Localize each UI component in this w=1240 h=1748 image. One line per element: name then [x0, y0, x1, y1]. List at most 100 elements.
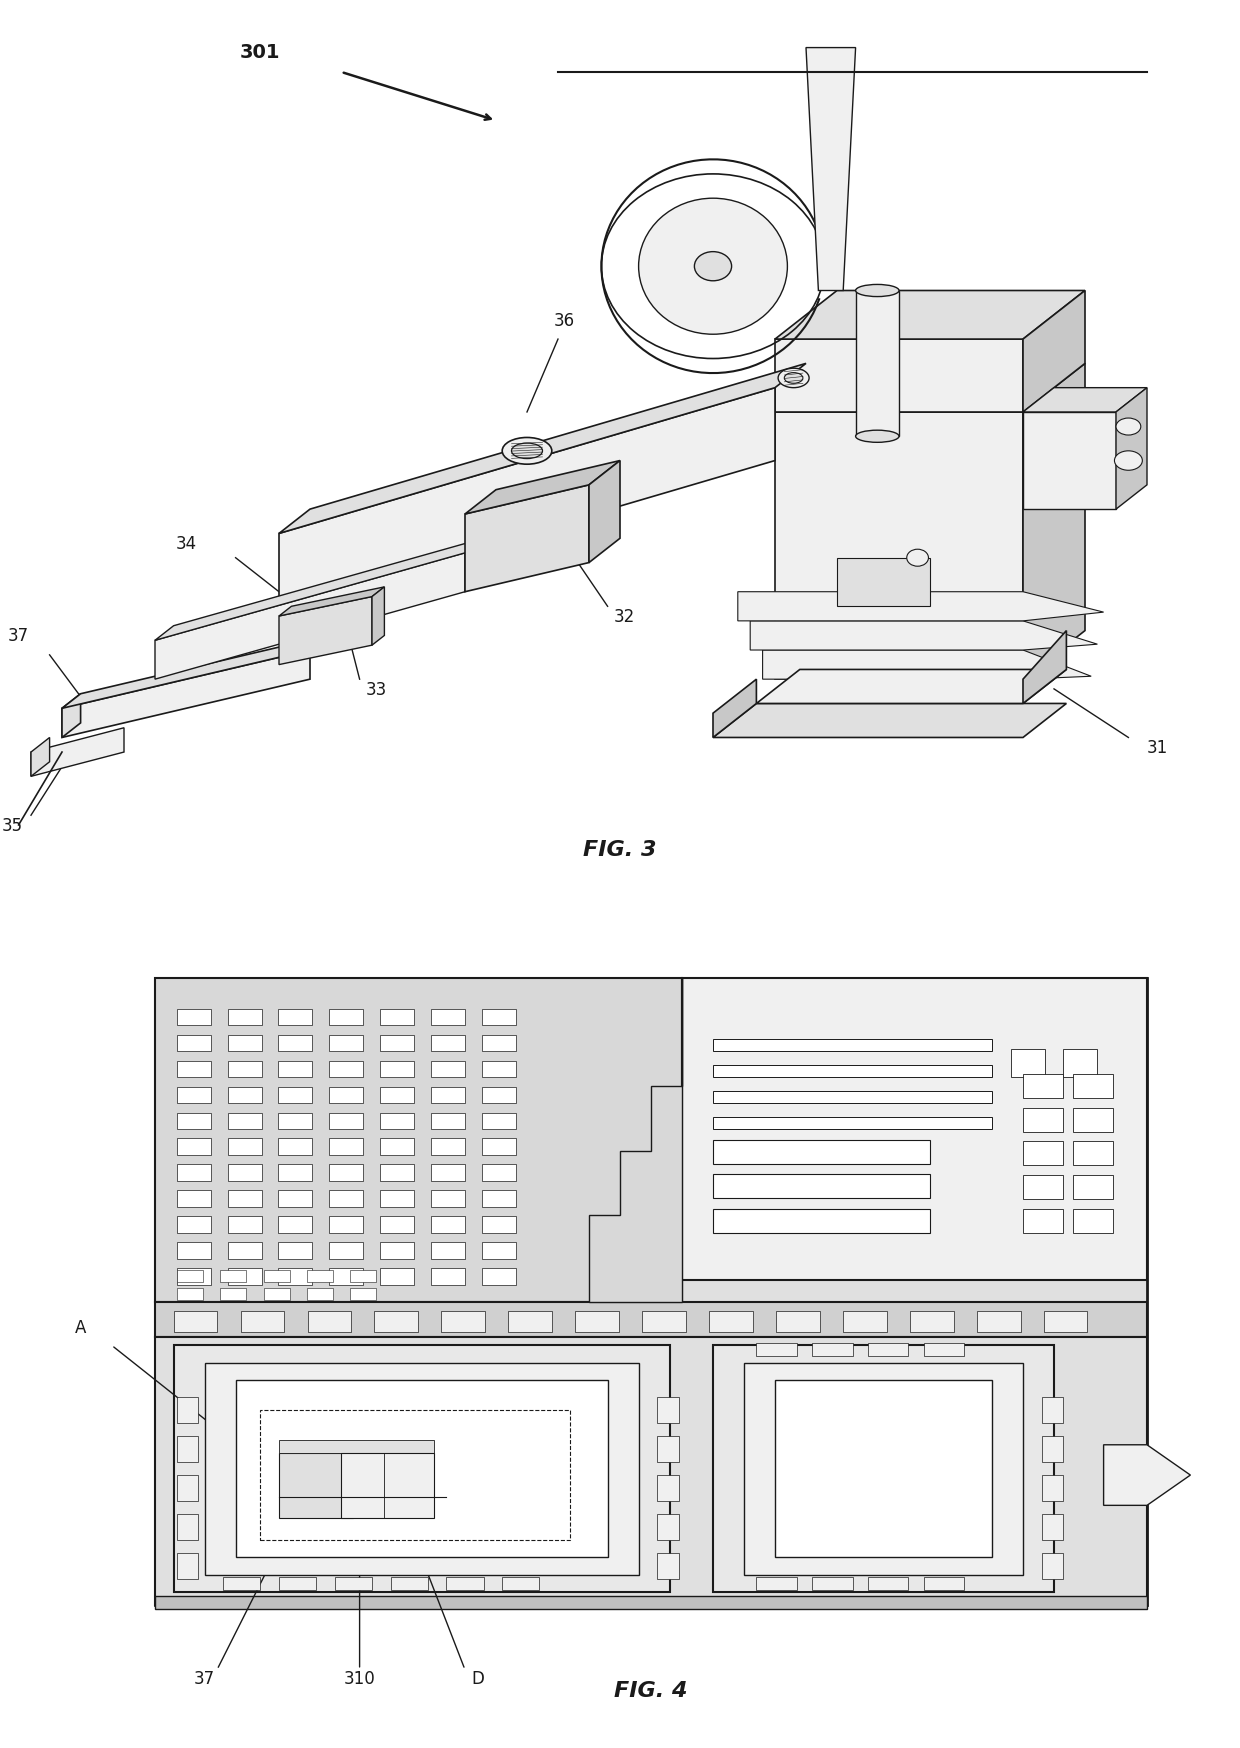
Bar — [330, 1138, 363, 1155]
Bar — [481, 1164, 516, 1182]
Bar — [177, 1552, 198, 1578]
Bar — [278, 1087, 312, 1103]
Bar — [432, 1269, 465, 1285]
Bar — [241, 1311, 284, 1332]
Polygon shape — [775, 364, 1085, 413]
Polygon shape — [1023, 631, 1066, 704]
Bar — [228, 1269, 262, 1285]
Bar — [432, 1087, 465, 1103]
Bar — [481, 1035, 516, 1052]
Bar — [177, 1217, 211, 1232]
Bar — [330, 1269, 363, 1285]
Bar — [1073, 1210, 1114, 1232]
Bar — [502, 1577, 539, 1591]
Text: 301: 301 — [241, 44, 280, 63]
Bar — [713, 1040, 992, 1052]
Bar — [236, 1381, 608, 1557]
Bar — [228, 1113, 262, 1129]
Bar — [279, 1440, 434, 1454]
Bar — [279, 1454, 353, 1519]
Bar — [177, 1009, 211, 1026]
Bar — [177, 1087, 211, 1103]
Bar — [330, 1217, 363, 1232]
Bar — [228, 1035, 262, 1052]
Bar — [481, 1113, 516, 1129]
Text: 35: 35 — [1, 816, 24, 834]
Bar — [177, 1061, 211, 1077]
Ellipse shape — [856, 432, 899, 442]
Bar — [177, 1514, 198, 1540]
Bar — [1011, 1049, 1044, 1077]
Bar — [1023, 1210, 1063, 1232]
Bar — [713, 1065, 992, 1077]
Polygon shape — [279, 388, 775, 607]
Bar — [177, 1397, 198, 1423]
Bar — [177, 1269, 203, 1281]
Text: 37: 37 — [7, 628, 30, 645]
Bar — [843, 1311, 887, 1332]
Text: FIG. 4: FIG. 4 — [614, 1680, 688, 1701]
Bar — [278, 1061, 312, 1077]
Polygon shape — [62, 650, 310, 738]
Bar — [756, 1577, 797, 1591]
Bar — [481, 1138, 516, 1155]
Polygon shape — [1116, 388, 1147, 510]
Polygon shape — [62, 694, 81, 738]
Bar — [341, 1454, 434, 1519]
Bar — [1042, 1514, 1064, 1540]
Bar — [657, 1397, 678, 1423]
Bar — [481, 1061, 516, 1077]
Bar — [508, 1311, 552, 1332]
Bar — [155, 1596, 1147, 1610]
Bar — [228, 1243, 262, 1259]
Text: 33: 33 — [366, 680, 387, 699]
Bar — [278, 1009, 312, 1026]
Bar — [330, 1190, 363, 1208]
Bar — [177, 1288, 203, 1301]
Bar — [1042, 1475, 1064, 1502]
Bar — [263, 1288, 290, 1301]
Bar — [1073, 1108, 1114, 1133]
Bar — [379, 1009, 414, 1026]
Bar — [657, 1475, 678, 1502]
Polygon shape — [1023, 413, 1116, 510]
Bar — [1073, 1176, 1114, 1199]
Bar — [177, 1190, 211, 1208]
Bar — [910, 1311, 954, 1332]
Ellipse shape — [511, 444, 543, 460]
Bar — [308, 1311, 351, 1332]
Polygon shape — [31, 738, 50, 776]
Bar — [481, 1269, 516, 1285]
Ellipse shape — [502, 439, 552, 465]
Bar — [155, 977, 1147, 1605]
Bar — [278, 1190, 312, 1208]
Bar — [575, 1311, 619, 1332]
Bar — [330, 1243, 363, 1259]
Polygon shape — [465, 461, 620, 514]
Bar — [379, 1269, 414, 1285]
Bar — [1023, 1108, 1063, 1133]
Bar — [812, 1342, 853, 1356]
Bar — [432, 1217, 465, 1232]
Polygon shape — [775, 339, 1023, 413]
Bar — [744, 1363, 1023, 1575]
Ellipse shape — [1116, 420, 1141, 435]
Bar — [330, 1164, 363, 1182]
Polygon shape — [756, 669, 1066, 704]
Bar — [177, 1437, 198, 1463]
Bar — [432, 1113, 465, 1129]
Bar — [391, 1577, 428, 1591]
Bar — [260, 1411, 570, 1540]
Bar — [481, 1009, 516, 1026]
Bar — [713, 1140, 930, 1164]
Bar — [432, 1009, 465, 1026]
Bar — [177, 1243, 211, 1259]
Bar — [279, 1577, 316, 1591]
Ellipse shape — [694, 252, 732, 281]
Bar — [379, 1164, 414, 1182]
Bar — [351, 1288, 377, 1301]
Bar — [924, 1577, 965, 1591]
Bar — [223, 1577, 260, 1591]
Bar — [177, 1269, 211, 1285]
Text: 31: 31 — [1147, 739, 1168, 757]
